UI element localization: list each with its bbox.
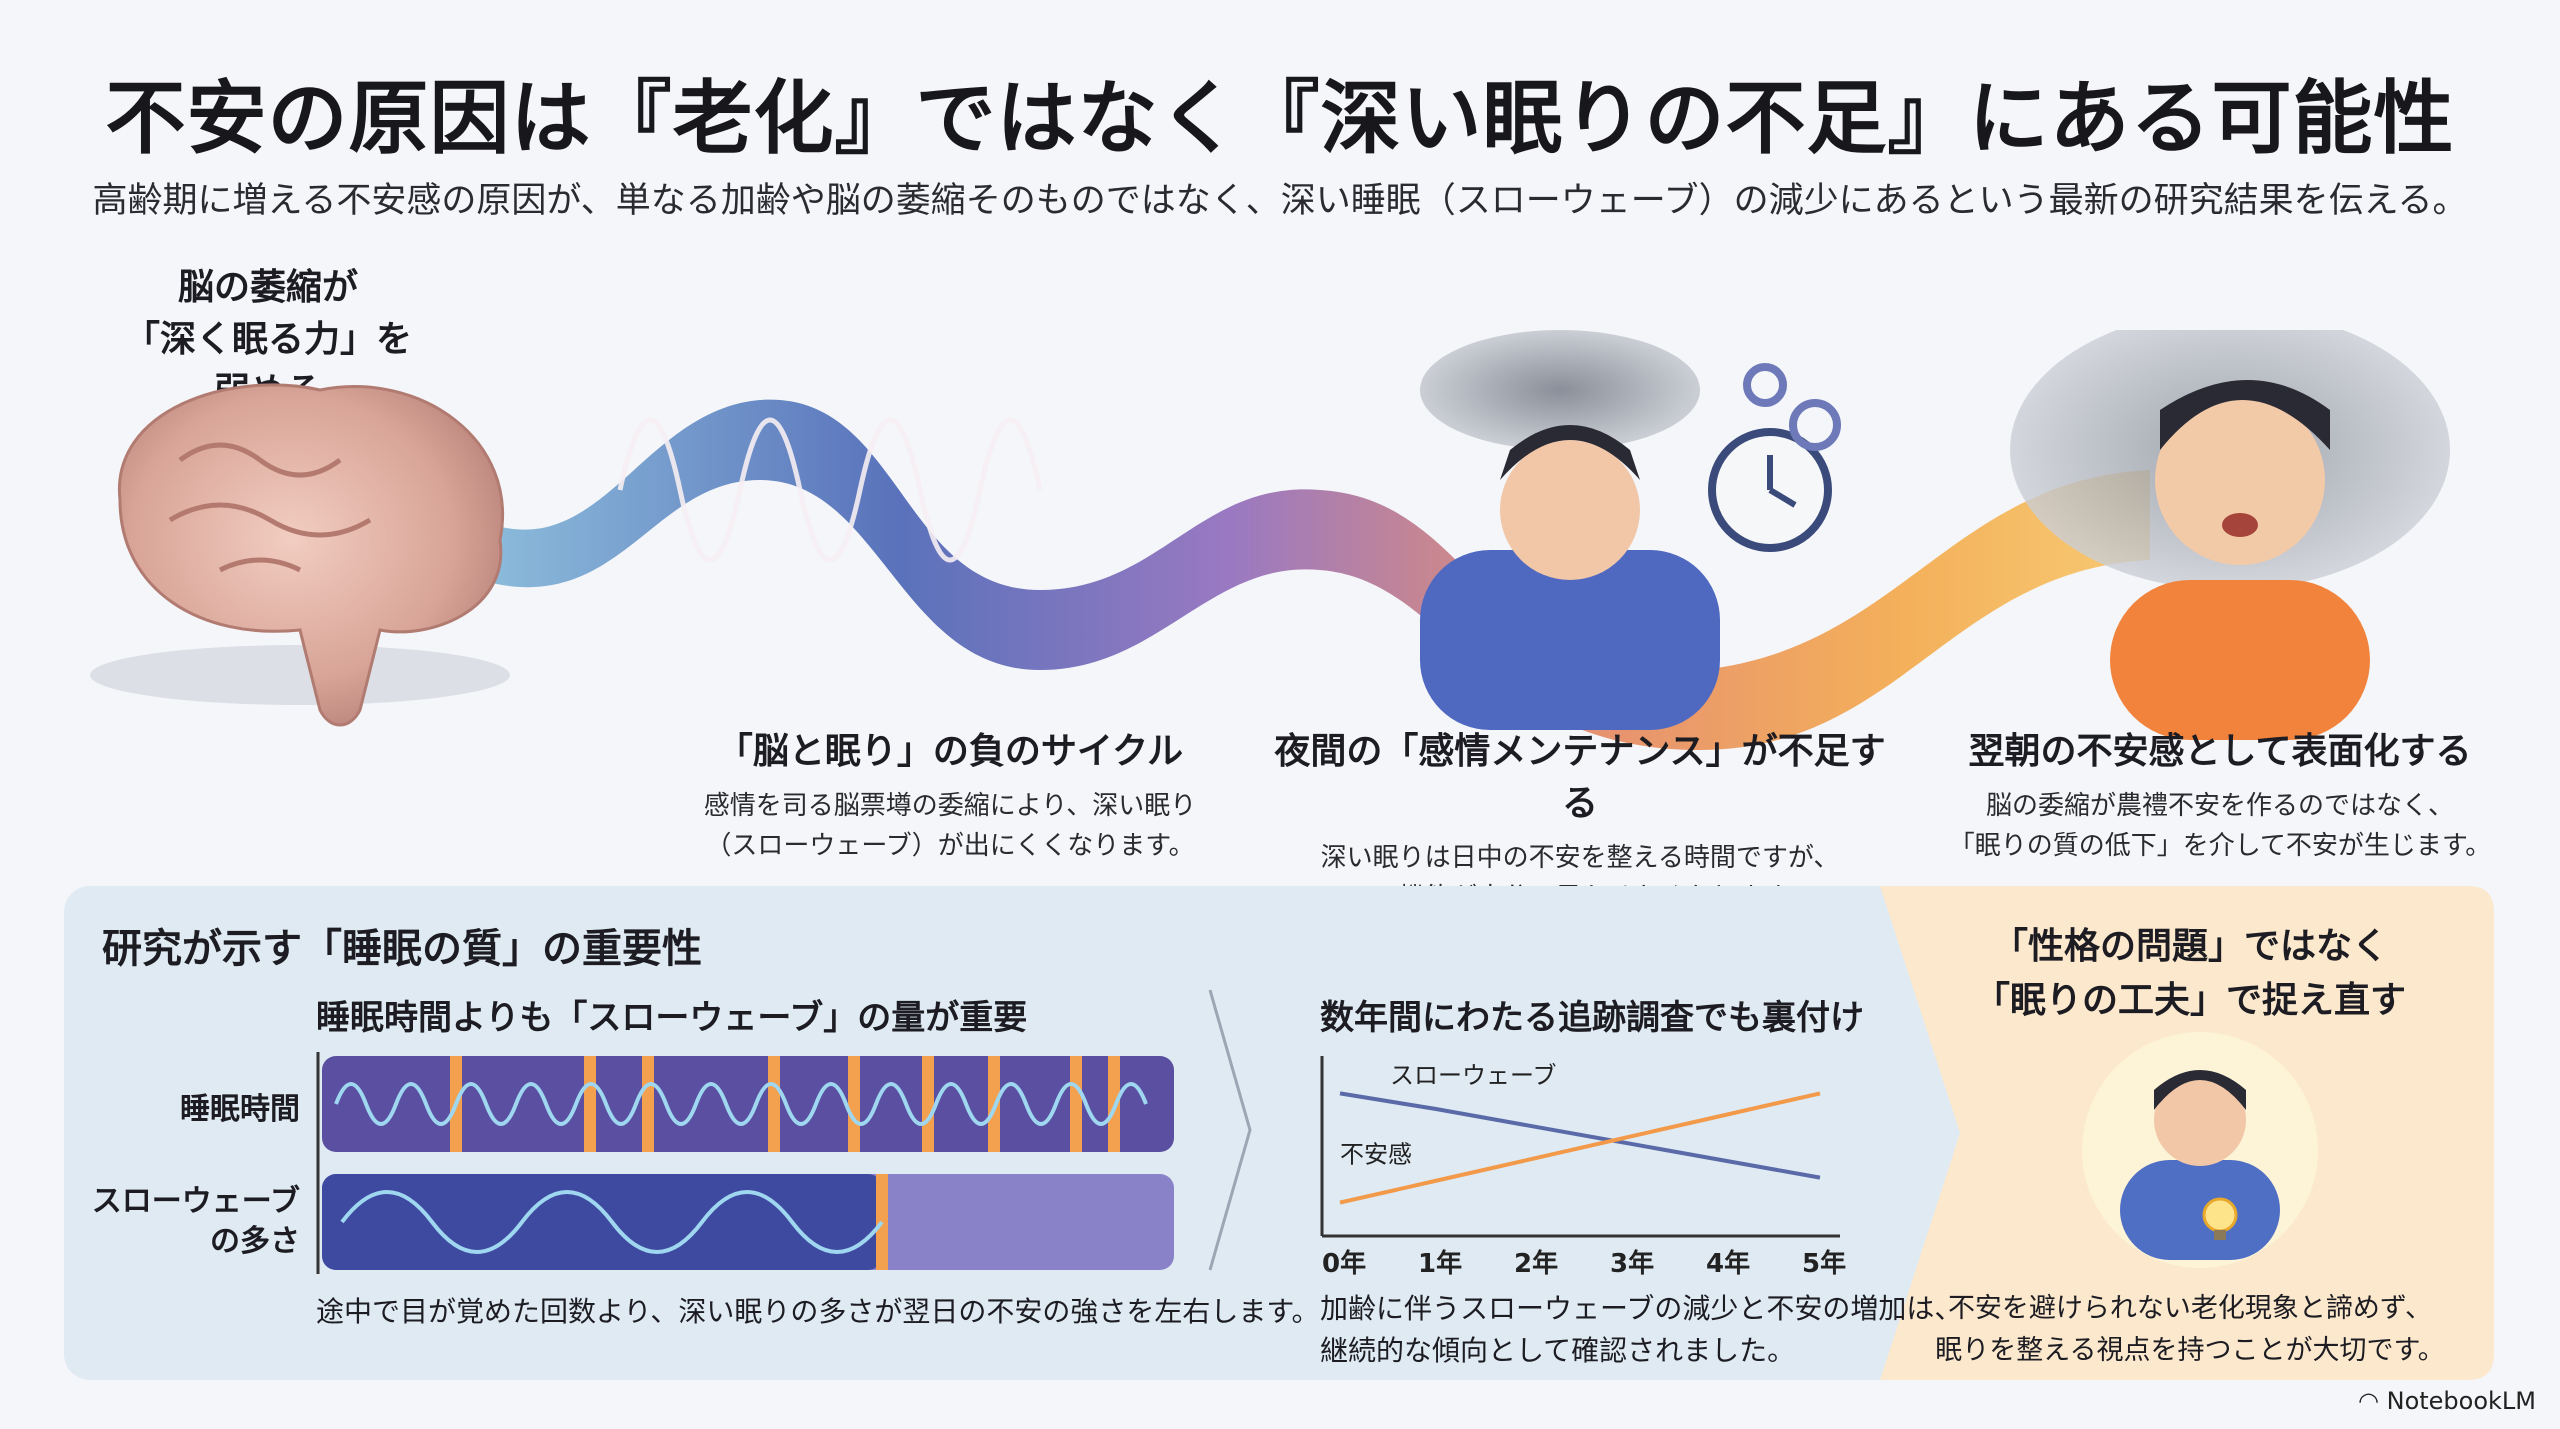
anxious-person-illustration [2010,330,2450,740]
calm-person-illustration [2082,1032,2318,1268]
brain-icon [90,383,510,727]
series-label-1: 不安感 [1340,1141,1412,1169]
section2-subtitle: 数年間にわたる追跡調査でも裏付け [1320,998,1864,1038]
section1-caption: 途中で目が覚めた回数より、深い眠りの多さが翌日の不安の強さを左右します。 [316,1295,1320,1328]
row-label-slow-wave-line2: の多さ [210,1224,300,1259]
series-label-0: スローウェーブ [1390,1061,1557,1089]
page-title: 不安の原因は『老化』ではなく『深い眠りの不足』にある可能性 [105,72,2455,165]
brand-label: ◠ NotebookLM [2358,1387,2536,1415]
x-tick-label: 5年 [1802,1248,1846,1279]
flow-ribbon [480,399,2150,750]
brain-caption-line1: 脳の萎縮が [177,267,358,308]
step-2-body-line1: 深い眠りは日中の不安を整える時間ですが、 [1320,843,1840,873]
step-3-body-line1: 脳の委縮が農禮不安を作るのではなく、 [1985,791,2454,821]
row-label-slow-wave: スローウェーブ の多さ [80,1182,300,1262]
x-tick-label: 4年 [1706,1248,1750,1279]
x-tick-label: 3年 [1610,1248,1654,1279]
step-1-body-line1: 感情を司る脳票墫の委縮により、深い眠り [703,791,1197,821]
section2-caption: 加齢に伴うスローウェーブの減少と不安の増加は、 継続的な傾向として確認されました… [1320,1288,1962,1372]
lightbulb-icon [2202,1197,2238,1240]
step-1-title: 「脳と眠り」の負のサイクル [716,731,1184,772]
step-3: 翌朝の不安感として表面化する 脳の委縮が農禮不安を作るのではなく、 「眠りの質の… [1910,722,2530,866]
section1-subtitle: 睡眠時間よりも「スローウェーブ」の量が重要 [316,998,1028,1038]
sleep-time-bar [322,1056,1174,1152]
step-3-body-line2: 「眠りの質の低下」を介して不安が生じます。 [1948,831,2492,861]
row-label-sleep-time: 睡眠時間 [180,1092,300,1127]
flow-illustration [90,330,2450,750]
step-3-title: 翌朝の不安感として表面化する [1968,731,2472,772]
section3-title-line1: 「性格の問題」ではなく [1991,926,2388,967]
row-label-slow-wave-line1: スローウェーブ [91,1184,300,1219]
section3-title: 「性格の問題」ではなく 「眠りの工夫」で捉え直す [1890,920,2490,1028]
section3-caption-line1: 不安を避けられない老化現象と諦めず、 [1947,1293,2433,1324]
wave-line [617,417,1043,563]
x-tick-label: 0年 [1322,1248,1366,1279]
panel-title: 研究が示す「睡眠の質」の重要性 [102,926,702,972]
x-tick-label: 2年 [1514,1248,1558,1279]
section3-caption-line2: 眠りを整える視点を持つことが大切です。 [1935,1335,2445,1366]
brand-name: NotebookLM [2386,1387,2536,1415]
section2-caption-line2: 継続的な傾向として確認されました。 [1320,1334,1796,1367]
tired-person-illustration [1420,330,1841,730]
step-1-body-line2: （スローウェーブ）が出にくくなります。 [705,831,1195,861]
section3-caption: 不安を避けられない老化現象と諦めず、 眠りを整える視点を持つことが大切です。 [1890,1288,2490,1372]
step-1: 「脳と眠り」の負のサイクル 感情を司る脳票墫の委縮により、深い眠り （スローウェ… [640,722,1260,866]
chevron-right-icon [1208,989,1252,1271]
series-line-0 [1339,1091,1821,1180]
section2-caption-line1: 加齢に伴うスローウェーブの減少と不安の増加は、 [1320,1292,1963,1325]
x-tick-label: 1年 [1418,1248,1462,1279]
step-2-title: 夜間の「感情メンテナンス」が不足する [1274,731,1886,824]
series-line-1 [1339,1091,1821,1205]
section3-title-line2: 「眠りの工夫」で捉え直す [1973,980,2406,1021]
wake-markers [450,1056,1120,1152]
sleep-bars [316,1052,1174,1274]
notebook-icon: ◠ [2358,1387,2387,1415]
page-subtitle: 高齢期に増える不安感の原因が、単なる加齢や脳の萎縮そのものではなく、深い睡眠（ス… [92,181,2468,221]
